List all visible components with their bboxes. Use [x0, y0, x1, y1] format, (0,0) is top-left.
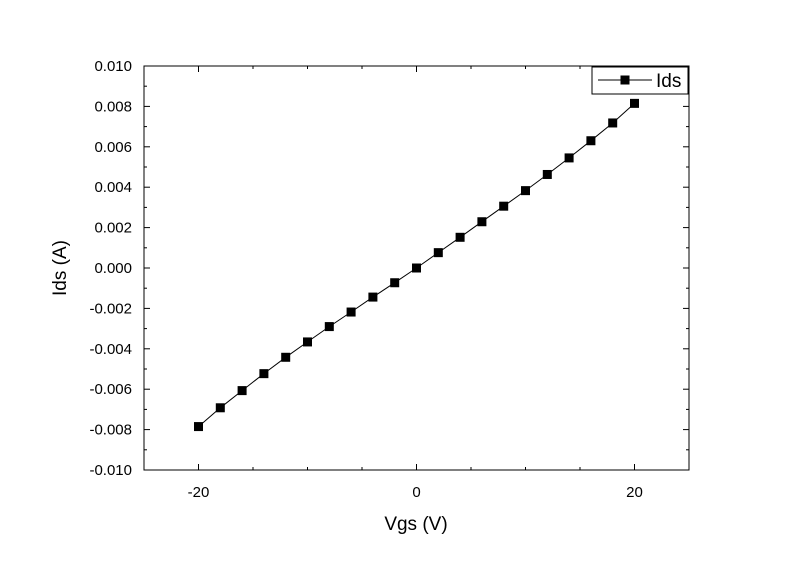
series-layer	[194, 98, 639, 432]
data-point	[346, 307, 356, 317]
data-point	[608, 118, 618, 128]
data-point	[455, 232, 465, 242]
data-point	[237, 386, 247, 396]
y-tick-label: -0.004	[89, 341, 132, 358]
y-tick-label: 0.000	[94, 260, 132, 277]
y-tick-label: -0.006	[89, 381, 132, 398]
data-point	[259, 369, 269, 379]
y-tick-label: 0.006	[94, 139, 132, 156]
data-point	[412, 263, 421, 273]
data-point	[586, 136, 596, 146]
x-tick-label: -20	[188, 484, 210, 501]
data-point	[542, 169, 552, 179]
y-tick-label: 0.010	[94, 58, 132, 75]
legend-marker	[620, 75, 630, 85]
y-tick-label: 0.008	[94, 98, 132, 115]
data-point	[499, 201, 509, 211]
y-tick-label: -0.008	[89, 422, 132, 439]
data-point	[390, 278, 400, 288]
y-axis-title: Ids (A)	[50, 240, 71, 296]
data-point	[281, 352, 291, 362]
data-point	[477, 217, 487, 227]
legend: Ids	[591, 66, 689, 95]
y-tick-label: 0.002	[94, 220, 132, 237]
data-point	[215, 403, 225, 413]
data-point	[368, 292, 378, 302]
x-axis-title: Vgs (V)	[384, 514, 447, 535]
data-point	[194, 422, 203, 432]
data-point	[433, 248, 443, 258]
x-tick-label: 0	[412, 484, 420, 501]
y-tick-label: 0.004	[94, 179, 132, 196]
axis-tick-labels: -20 0 20 -0.010 -0.008 -0.006 -0.004 -0.002 0.00…	[89, 58, 642, 501]
data-point	[630, 98, 639, 108]
x-tick-label: 20	[626, 484, 643, 501]
data-point	[521, 186, 530, 196]
y-tick-label: -0.010	[89, 462, 132, 479]
legend-label: Ids	[656, 71, 681, 92]
axis-ticks	[143, 65, 690, 471]
data-point	[564, 153, 574, 163]
y-tick-label: -0.002	[89, 300, 132, 317]
data-point	[303, 337, 312, 347]
data-point	[324, 322, 334, 332]
